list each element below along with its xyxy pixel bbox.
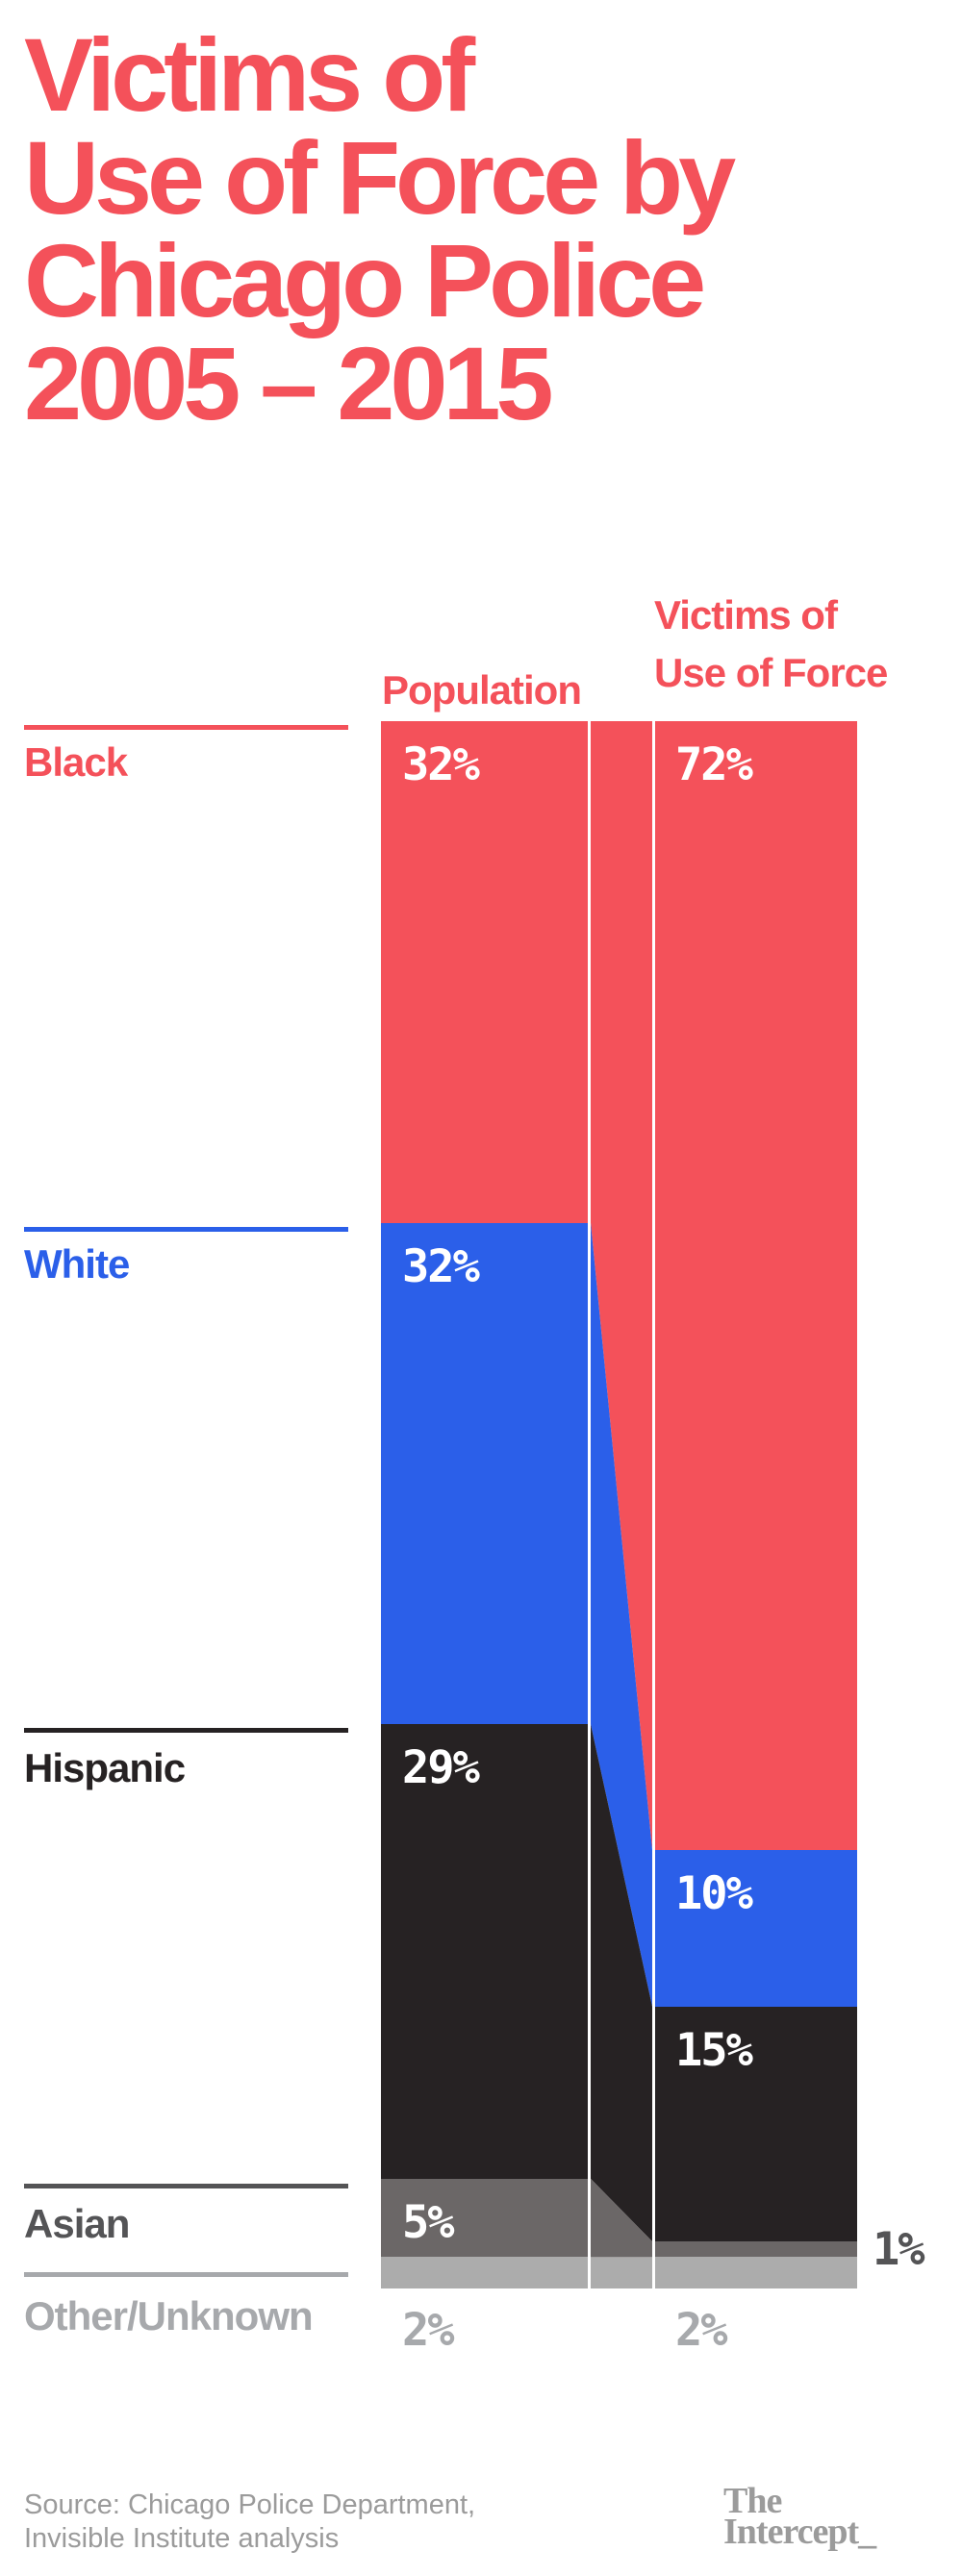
population-value-label: 5% xyxy=(402,2196,455,2249)
population-value-label: 32% xyxy=(402,1240,480,1293)
victims-column-header-line: Use of Force xyxy=(654,650,888,695)
race-row-label: Hispanic xyxy=(24,1745,186,1790)
race-row-rule xyxy=(24,2272,348,2277)
victims-value-label: 72% xyxy=(675,738,753,791)
connector-flow xyxy=(591,1724,652,2242)
victims-column-header: Victims of Use of Force xyxy=(654,587,888,702)
source-credit-line: Invisible Institute analysis xyxy=(24,2523,340,2554)
race-row-label: Black xyxy=(24,739,128,785)
race-row-rule xyxy=(24,725,348,730)
victims-bar-segment xyxy=(655,1850,857,2007)
connector-flow xyxy=(591,1222,652,2007)
race-row-label: Asian xyxy=(24,2201,130,2246)
race-row-rule xyxy=(24,1227,348,1232)
connector-svg xyxy=(591,721,652,2288)
race-row-rule xyxy=(24,1728,348,1733)
victims-value-label: 1% xyxy=(873,2223,925,2276)
chart-title: Victims of Use of Force by Chicago Polic… xyxy=(24,16,736,441)
victims-bar-segment xyxy=(655,721,857,1850)
victims-column-header-line: Victims of xyxy=(654,592,838,638)
population-bar-segment xyxy=(381,721,588,1223)
the-intercept-logo-line: The xyxy=(723,2481,782,2521)
race-row-rule xyxy=(24,2184,348,2188)
race-row-label: Other/Unknown xyxy=(24,2293,314,2338)
chart-title-line: 2005 – 2015 xyxy=(24,325,554,441)
the-intercept-logo: The Intercept_ xyxy=(723,2481,876,2552)
chart-title-line: Use of Force by xyxy=(24,119,736,236)
connector-flow xyxy=(591,2257,652,2288)
source-credit: Source: Chicago Police Department, Invis… xyxy=(24,2488,475,2556)
victims-bar-segment xyxy=(655,2007,857,2242)
population-bar-segment xyxy=(381,1724,588,2179)
flow-connector-band xyxy=(591,721,652,2288)
population-bar-segment xyxy=(381,1223,588,1725)
population-value-label: 29% xyxy=(402,1741,480,1794)
victims-value-label: 15% xyxy=(675,2024,753,2077)
population-column-header: Population xyxy=(382,667,582,713)
source-credit-line: Source: Chicago Police Department, xyxy=(24,2489,476,2520)
population-bar-segment xyxy=(381,2179,588,2258)
population-value-label: 32% xyxy=(402,738,480,791)
connector-flow xyxy=(591,721,652,1850)
victims-bar-segment xyxy=(655,2257,857,2288)
chart-title-line: Victims of xyxy=(24,16,475,133)
population-value-label: 2% xyxy=(402,2304,455,2357)
chart-title-line: Chicago Police xyxy=(24,222,706,338)
population-bar-segment xyxy=(381,2257,588,2288)
connector-flow xyxy=(591,2178,652,2258)
victims-value-label: 2% xyxy=(675,2304,728,2357)
the-intercept-logo-line: Intercept_ xyxy=(723,2512,876,2552)
victims-value-label: 10% xyxy=(675,1867,753,1920)
race-row-label: White xyxy=(24,1241,130,1287)
victims-bar-segment xyxy=(655,2241,857,2257)
